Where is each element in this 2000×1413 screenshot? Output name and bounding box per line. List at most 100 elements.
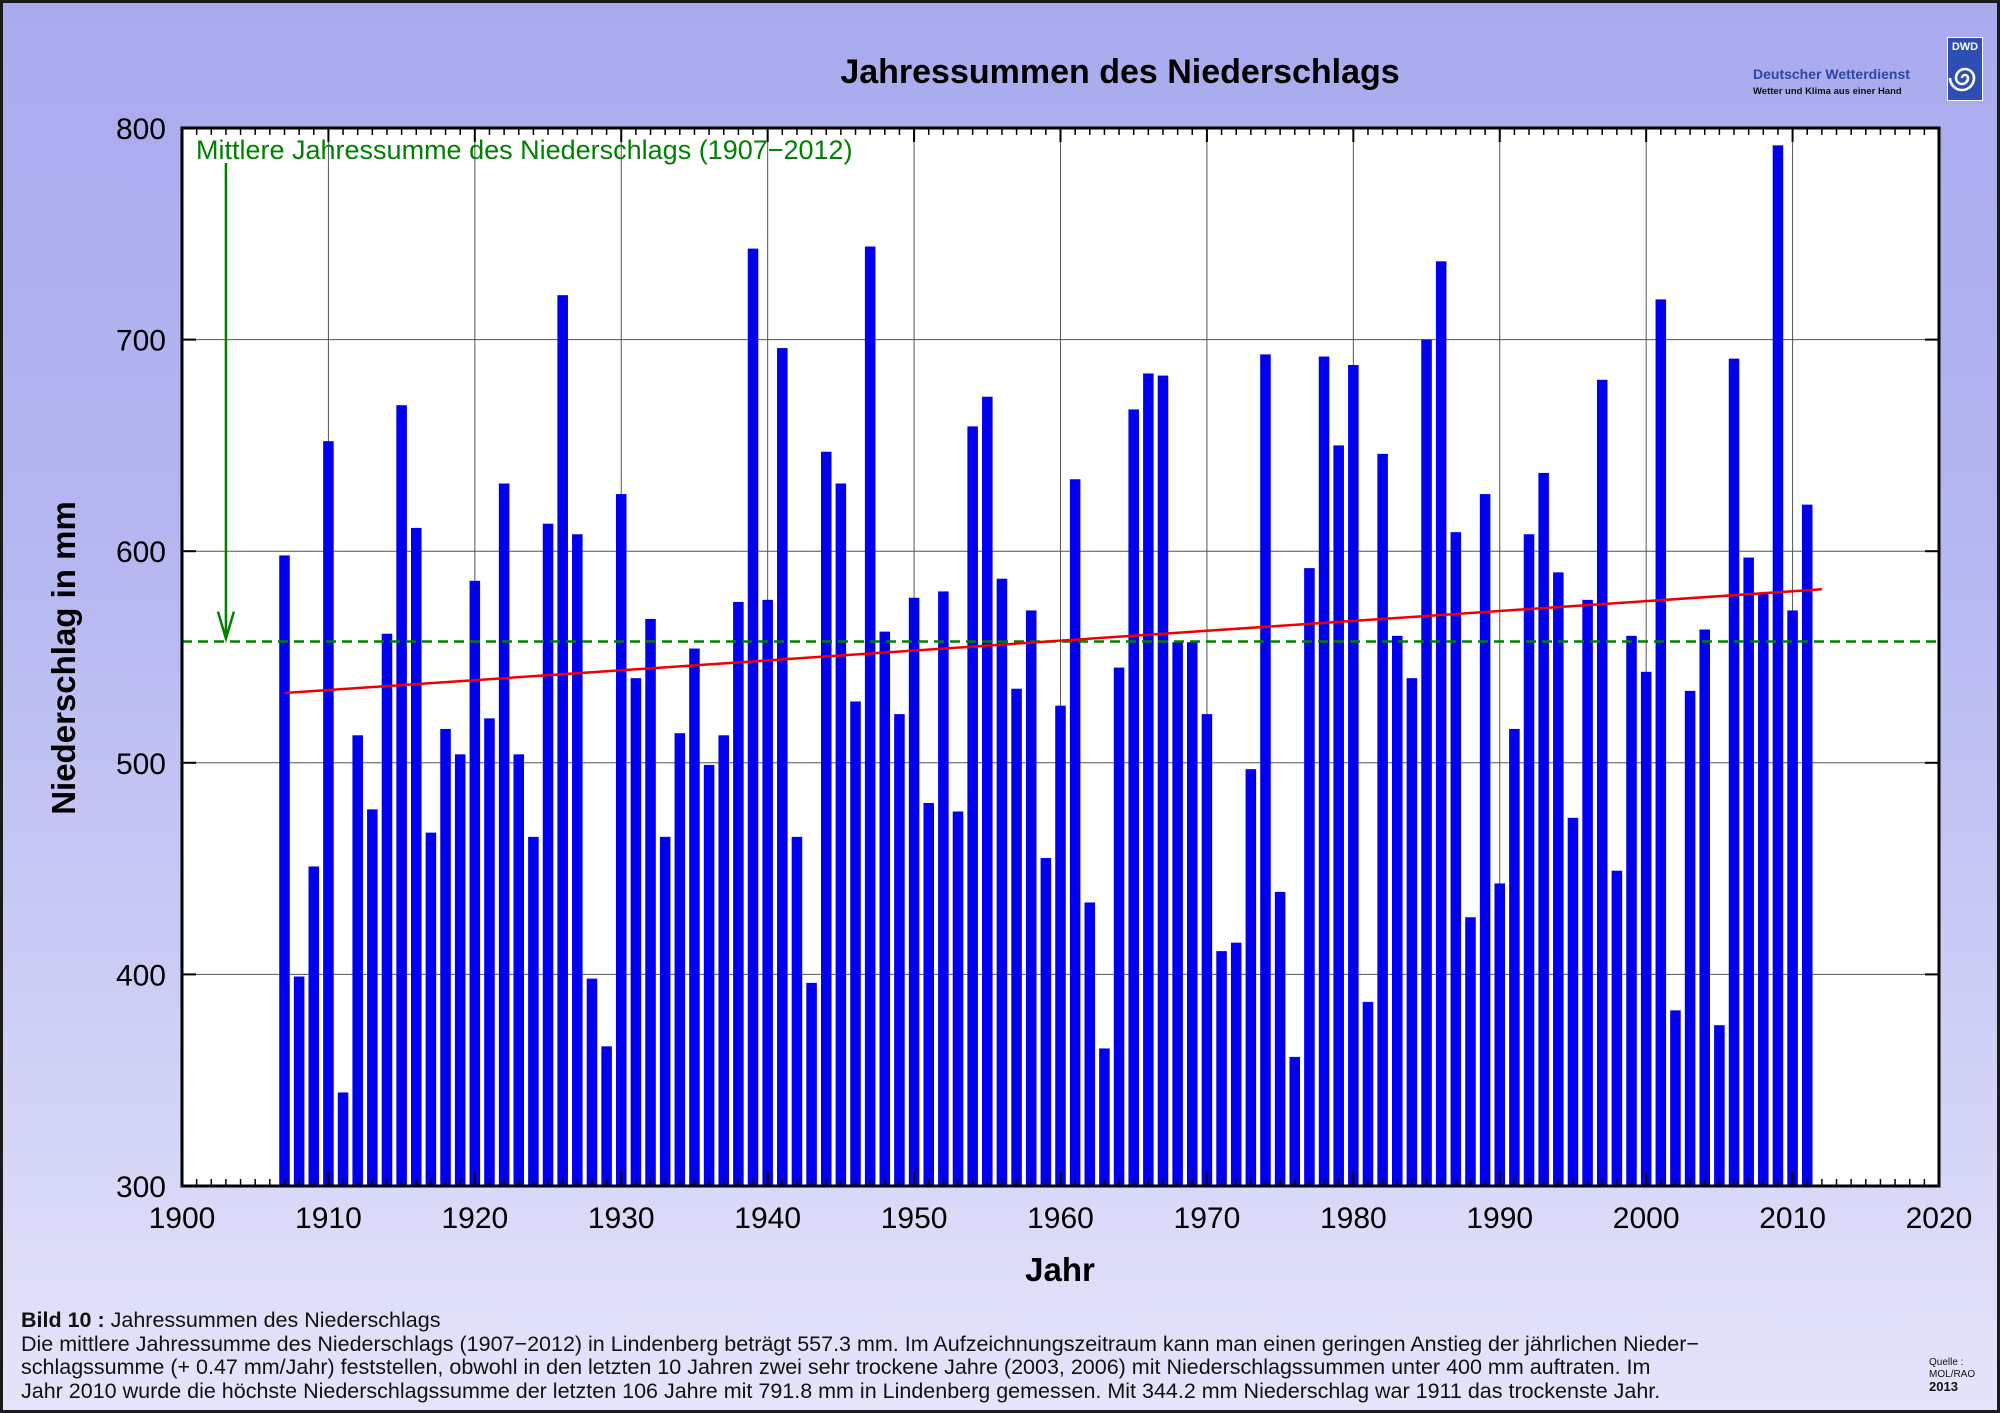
bar [1596, 379, 1608, 1186]
caption-title: Jahressummen des Niederschlags [110, 1308, 441, 1332]
bar [1318, 356, 1330, 1186]
bar [1670, 1010, 1681, 1186]
bar [381, 633, 393, 1186]
bar [1582, 599, 1593, 1186]
precipitation-chart: 1900 1910 1920 1930 1940 1950 1960 1970 1980 1990… [45, 53, 1972, 1288]
y-axis-label: Niederschlag in mm [45, 501, 82, 815]
bar [484, 718, 495, 1186]
bar [293, 976, 305, 1186]
bar [528, 836, 539, 1186]
y-tick-label: 700 [116, 325, 166, 358]
spiral-icon [1948, 67, 1976, 92]
x-axis-label: Jahr [1025, 1251, 1095, 1288]
bar [1011, 688, 1022, 1186]
bar [1758, 593, 1769, 1186]
bar [1479, 494, 1491, 1186]
bar [1465, 917, 1476, 1186]
bar [615, 494, 627, 1186]
bar [1523, 534, 1535, 1186]
bar [1084, 902, 1096, 1186]
chart-title: Jahressummen des Niederschlags [840, 53, 1399, 91]
bar [1157, 375, 1169, 1186]
bar [1699, 629, 1710, 1186]
bar [323, 441, 334, 1186]
bar [1714, 1025, 1725, 1186]
x-tick-label: 1920 [441, 1202, 508, 1235]
bar [1421, 339, 1432, 1187]
bar [1509, 728, 1520, 1186]
overlay-lines [182, 163, 1939, 695]
bar [718, 735, 730, 1186]
bar [1201, 714, 1213, 1186]
bar [967, 426, 978, 1186]
x-tick-label: 1940 [734, 1202, 801, 1235]
bar [1626, 635, 1637, 1186]
bar [1640, 671, 1652, 1186]
bar [1069, 479, 1081, 1186]
bar [1553, 572, 1564, 1186]
bar [894, 714, 905, 1186]
bar [938, 591, 949, 1186]
logo-slogan: Wetter und Klima aus einer Hand [1753, 86, 1902, 97]
bar [1289, 1056, 1301, 1186]
bar [864, 246, 876, 1186]
bar [1348, 364, 1359, 1186]
bar [1435, 261, 1447, 1186]
caption-line: schlagssumme (+ 0.47 mm/Jahr) feststelle… [21, 1355, 1651, 1379]
bar [352, 735, 363, 1186]
bar [1333, 445, 1344, 1186]
bar [411, 527, 422, 1186]
bar [747, 248, 759, 1187]
bar [806, 982, 817, 1186]
bar [440, 728, 451, 1186]
bar [1684, 690, 1696, 1186]
bar [1216, 951, 1227, 1186]
caption-label: Bild 10 : [21, 1308, 105, 1332]
bar [674, 733, 686, 1186]
bar [996, 578, 1008, 1186]
bar [850, 701, 861, 1186]
bar [337, 1092, 349, 1186]
bar [396, 405, 407, 1186]
bar [820, 451, 832, 1186]
bar [982, 396, 993, 1187]
y-tick-label: 500 [116, 748, 166, 781]
bar [791, 836, 803, 1186]
bar [513, 754, 525, 1186]
bar [879, 631, 891, 1186]
bar [1494, 883, 1506, 1186]
y-tick-label: 300 [116, 1171, 166, 1204]
bar [1772, 145, 1784, 1187]
bar [1055, 705, 1066, 1186]
bar-series [279, 145, 1813, 1187]
x-tick-label: 1970 [1174, 1202, 1241, 1235]
bar [1728, 358, 1740, 1186]
bar [1391, 635, 1403, 1186]
bar [1274, 891, 1286, 1186]
caption-heading: Bild 10 : Jahressummen des Niederschlags [21, 1308, 1901, 1333]
x-tick-label: 2000 [1613, 1202, 1680, 1235]
bar [1377, 453, 1388, 1186]
bar [454, 754, 466, 1186]
bar [1362, 1001, 1374, 1186]
bar [1801, 504, 1813, 1186]
bar [1655, 299, 1667, 1186]
figure-caption: Bild 10 : Jahressummen des Niederschlags… [21, 1308, 1901, 1403]
bar [689, 648, 700, 1186]
bar [733, 601, 744, 1186]
bar [703, 764, 715, 1186]
bar [1113, 667, 1125, 1186]
caption-line: Jahr 2010 wurde die höchste Niederschlag… [21, 1378, 1661, 1403]
bar [1099, 1048, 1110, 1186]
source-org: MOL/RAO [1929, 1369, 1976, 1380]
x-tick-label: 2010 [1759, 1202, 1826, 1235]
x-tick-label: 1950 [881, 1202, 948, 1235]
bar [601, 1046, 612, 1186]
bar [367, 809, 378, 1186]
bar [469, 580, 481, 1186]
dwd-logo: Deutscher Wetterdienst Wetter und Klima … [1743, 33, 1983, 113]
bar [1406, 678, 1418, 1186]
bar [572, 534, 583, 1186]
axes [180, 126, 1941, 1188]
logo-abbr: DWD [1951, 41, 1979, 53]
